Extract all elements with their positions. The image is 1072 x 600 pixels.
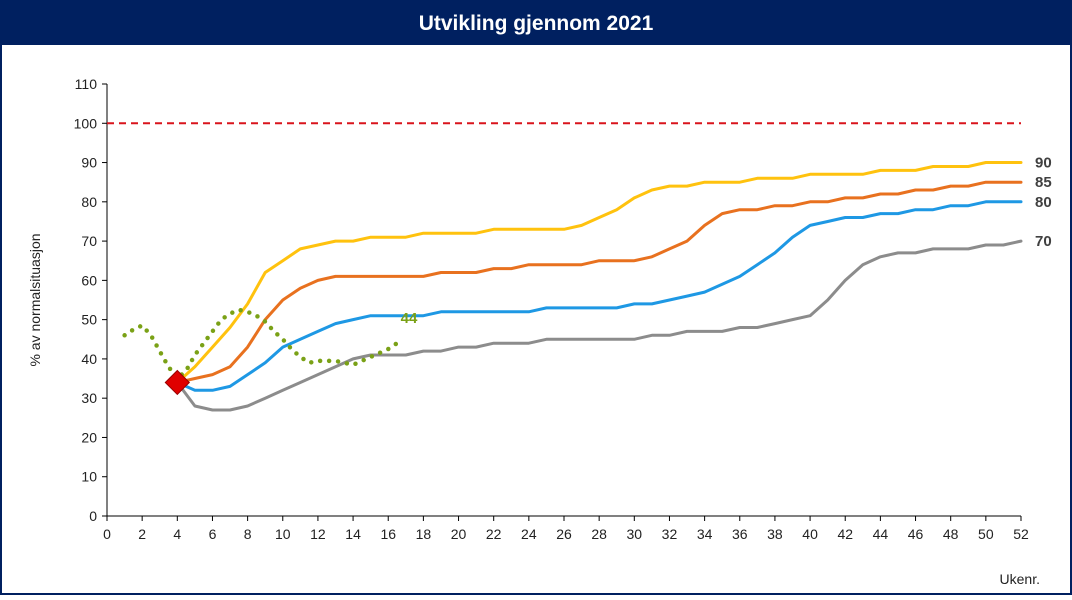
x-tick-label: 20 <box>451 526 467 542</box>
chart-title: Utvikling gjennom 2021 <box>419 12 654 35</box>
x-axis-label: Ukenr. <box>1000 571 1040 587</box>
x-tick-label: 30 <box>627 526 643 542</box>
y-tick-label: 90 <box>81 155 97 171</box>
title-bar <box>0 0 1072 45</box>
line <box>175 200 1023 392</box>
end-label: 80 <box>1035 194 1052 211</box>
y-tick-label: 110 <box>75 76 98 92</box>
dotted-line <box>122 307 400 381</box>
x-tick-label: 14 <box>345 526 361 542</box>
y-axis-label: % av normalsituasjon <box>27 233 43 366</box>
y-tick-label: 10 <box>81 469 97 485</box>
x-tick-label: 40 <box>802 526 818 542</box>
line <box>175 180 1023 384</box>
start-marker <box>164 369 191 396</box>
y-tick-label: 40 <box>81 351 97 367</box>
x-tick-label: 28 <box>591 526 607 542</box>
y-tick-label: 0 <box>89 508 97 524</box>
end-label: 90 <box>1035 155 1052 172</box>
x-tick-label: 4 <box>173 526 181 542</box>
x-tick-label: 24 <box>521 526 537 542</box>
x-tick-label: 26 <box>556 526 572 542</box>
line <box>175 161 1023 384</box>
x-tick-label: 52 <box>1013 526 1029 542</box>
x-tick-label: 34 <box>697 526 713 542</box>
x-tick-label: 6 <box>209 526 217 542</box>
x-tick-label: 22 <box>486 526 502 542</box>
y-tick-label: 70 <box>81 233 97 249</box>
x-tick-label: 48 <box>943 526 959 542</box>
y-tick-label: 20 <box>81 429 97 445</box>
x-tick-label: 18 <box>416 526 432 542</box>
x-tick-label: 46 <box>908 526 924 542</box>
y-tick-label: 100 <box>74 115 98 131</box>
x-tick-label: 42 <box>837 526 853 542</box>
x-tick-label: 44 <box>873 526 889 542</box>
x-tick-label: 8 <box>244 526 252 542</box>
end-label: 85 <box>1035 174 1052 191</box>
y-tick-label: 80 <box>81 194 97 210</box>
x-tick-label: 12 <box>310 526 326 542</box>
y-tick-label: 50 <box>81 312 97 328</box>
x-tick-label: 36 <box>732 526 748 542</box>
x-tick-label: 38 <box>767 526 783 542</box>
x-tick-label: 10 <box>275 526 291 542</box>
end-label: 44 <box>401 310 418 327</box>
y-tick-label: 60 <box>81 272 97 288</box>
x-tick-label: 32 <box>662 526 678 542</box>
x-tick-label: 50 <box>978 526 994 542</box>
x-tick-label: 16 <box>380 526 396 542</box>
x-tick-label: 0 <box>103 526 111 542</box>
y-tick-label: 30 <box>81 390 97 406</box>
line <box>175 239 1023 412</box>
end-label: 70 <box>1035 233 1052 250</box>
x-tick-label: 2 <box>138 526 146 542</box>
